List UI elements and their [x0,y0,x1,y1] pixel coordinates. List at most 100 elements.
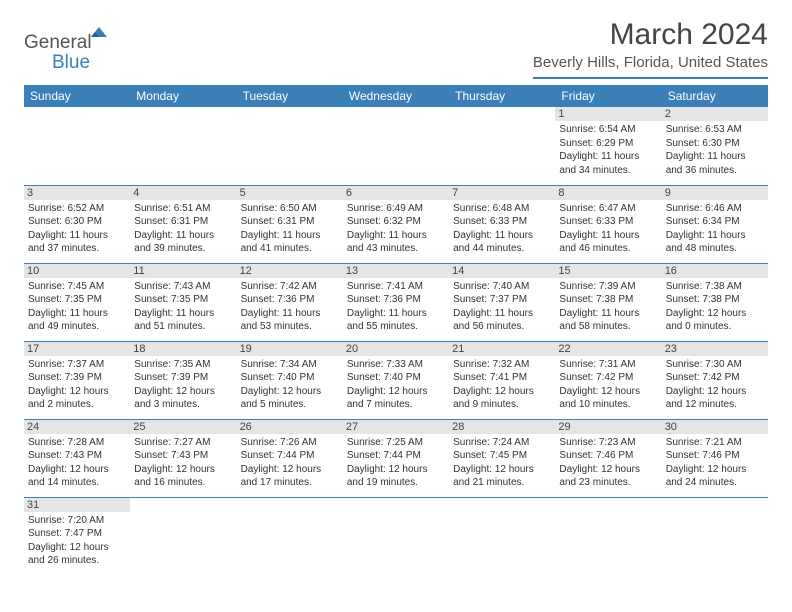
calendar-cell: 30 Sunrise: 7:21 AMSunset: 7:46 PMDayligh… [662,419,768,497]
day-detail: Sunrise: 7:35 AMSunset: 7:39 PMDaylight:… [134,358,232,412]
day-number: 20 [343,342,449,356]
day-number: 24 [24,420,130,434]
calendar-cell [555,497,661,575]
day-number: 28 [449,420,555,434]
day-number: 31 [24,498,130,512]
day-detail: Sunrise: 7:42 AMSunset: 7:36 PMDaylight:… [241,280,339,334]
day-number: 30 [662,420,768,434]
day-number: 16 [662,264,768,278]
day-number: 12 [237,264,343,278]
day-number: 4 [130,186,236,200]
day-detail: Sunrise: 6:53 AMSunset: 6:30 PMDaylight:… [666,123,764,177]
day-number: 14 [449,264,555,278]
day-detail: Sunrise: 7:32 AMSunset: 7:41 PMDaylight:… [453,358,551,412]
day-number: 10 [24,264,130,278]
calendar-cell: 20 Sunrise: 7:33 AMSunset: 7:40 PMDayligh… [343,341,449,419]
day-detail: Sunrise: 7:28 AMSunset: 7:43 PMDaylight:… [28,436,126,490]
day-detail: Sunrise: 7:20 AMSunset: 7:47 PMDaylight:… [28,514,126,568]
day-detail: Sunrise: 7:25 AMSunset: 7:44 PMDaylight:… [347,436,445,490]
day-number: 9 [662,186,768,200]
day-detail: Sunrise: 6:47 AMSunset: 6:33 PMDaylight:… [559,202,657,256]
calendar-cell: 29Sunrise: 7:23 AMSunset: 7:46 PMDayligh… [555,419,661,497]
weekday-header: Wednesday [343,85,449,107]
calendar-table: SundayMondayTuesdayWednesdayThursdayFrid… [24,85,768,575]
calendar-cell: 23 Sunrise: 7:30 AMSunset: 7:42 PMDayligh… [662,341,768,419]
day-detail: Sunrise: 6:54 AMSunset: 6:29 PMDaylight:… [559,123,657,177]
calendar-cell: 4 Sunrise: 6:51 AMSunset: 6:31 PMDaylight… [130,185,236,263]
calendar-cell [343,497,449,575]
calendar-cell: 5Sunrise: 6:50 AMSunset: 6:31 PMDaylight… [237,185,343,263]
calendar-cell: 12 Sunrise: 7:42 AMSunset: 7:36 PMDayligh… [237,263,343,341]
day-number: 17 [24,342,130,356]
calendar-cell [449,107,555,185]
calendar-cell [449,497,555,575]
weekday-header: Tuesday [237,85,343,107]
calendar-cell: 14 Sunrise: 7:40 AMSunset: 7:37 PMDayligh… [449,263,555,341]
day-detail: Sunrise: 7:45 AMSunset: 7:35 PMDaylight:… [28,280,126,334]
day-detail: Sunrise: 7:33 AMSunset: 7:40 PMDaylight:… [347,358,445,412]
day-number: 6 [343,186,449,200]
day-detail: Sunrise: 7:26 AMSunset: 7:44 PMDaylight:… [241,436,339,490]
logo-word1: General [24,32,92,53]
calendar-cell [237,107,343,185]
calendar-cell: 31 Sunrise: 7:20 AMSunset: 7:47 PMDayligh… [24,497,130,575]
calendar-cell: 7Sunrise: 6:48 AMSunset: 6:33 PMDaylight… [449,185,555,263]
calendar-cell: 26 Sunrise: 7:26 AMSunset: 7:44 PMDayligh… [237,419,343,497]
day-number: 15 [555,264,661,278]
weekday-header: Monday [130,85,236,107]
weekday-header: Sunday [24,85,130,107]
day-number: 7 [449,186,555,200]
flag-icon [89,23,109,43]
day-number: 21 [449,342,555,356]
day-detail: Sunrise: 7:34 AMSunset: 7:40 PMDaylight:… [241,358,339,412]
calendar-cell: 28 Sunrise: 7:24 AMSunset: 7:45 PMDayligh… [449,419,555,497]
day-detail: Sunrise: 6:52 AMSunset: 6:30 PMDaylight:… [28,202,126,256]
day-detail: Sunrise: 7:39 AMSunset: 7:38 PMDaylight:… [559,280,657,334]
day-detail: Sunrise: 7:40 AMSunset: 7:37 PMDaylight:… [453,280,551,334]
day-detail: Sunrise: 6:49 AMSunset: 6:32 PMDaylight:… [347,202,445,256]
calendar-cell [130,107,236,185]
calendar-cell [130,497,236,575]
day-number: 11 [130,264,236,278]
day-number: 5 [237,186,343,200]
calendar-cell [343,107,449,185]
day-detail: Sunrise: 7:27 AMSunset: 7:43 PMDaylight:… [134,436,232,490]
page-title: March 2024 [533,18,768,52]
title-block: March 2024 Beverly Hills, Florida, Unite… [533,18,768,79]
day-number: 1 [555,107,661,121]
calendar-cell: 16 Sunrise: 7:38 AMSunset: 7:38 PMDayligh… [662,263,768,341]
logo: General Blue [24,18,112,73]
day-detail: Sunrise: 7:21 AMSunset: 7:46 PMDaylight:… [666,436,764,490]
calendar-cell: 10 Sunrise: 7:45 AMSunset: 7:35 PMDayligh… [24,263,130,341]
weekday-header: Thursday [449,85,555,107]
calendar-body: 1 Sunrise: 6:54 AMSunset: 6:29 PMDaylight… [24,107,768,575]
day-detail: Sunrise: 7:30 AMSunset: 7:42 PMDaylight:… [666,358,764,412]
day-number: 3 [24,186,130,200]
day-number: 27 [343,420,449,434]
day-number: 29 [555,420,661,434]
day-detail: Sunrise: 7:38 AMSunset: 7:38 PMDaylight:… [666,280,764,334]
calendar-cell: 19 Sunrise: 7:34 AMSunset: 7:40 PMDayligh… [237,341,343,419]
day-detail: Sunrise: 7:24 AMSunset: 7:45 PMDaylight:… [453,436,551,490]
calendar-cell: 17 Sunrise: 7:37 AMSunset: 7:39 PMDayligh… [24,341,130,419]
weekday-header: Friday [555,85,661,107]
calendar-cell: 3 Sunrise: 6:52 AMSunset: 6:30 PMDaylight… [24,185,130,263]
calendar-cell: 2Sunrise: 6:53 AMSunset: 6:30 PMDaylight… [662,107,768,185]
logo-word2: Blue [24,52,90,73]
day-detail: Sunrise: 7:31 AMSunset: 7:42 PMDaylight:… [559,358,657,412]
header: General Blue March 2024 Beverly Hills, F… [24,18,768,79]
calendar-head: SundayMondayTuesdayWednesdayThursdayFrid… [24,85,768,107]
calendar-cell: 15 Sunrise: 7:39 AMSunset: 7:38 PMDayligh… [555,263,661,341]
calendar-cell [24,107,130,185]
day-number: 26 [237,420,343,434]
calendar-cell [662,497,768,575]
day-number: 8 [555,186,661,200]
day-number: 19 [237,342,343,356]
day-number: 23 [662,342,768,356]
day-number: 22 [555,342,661,356]
calendar-cell: 27 Sunrise: 7:25 AMSunset: 7:44 PMDayligh… [343,419,449,497]
calendar-cell: 25Sunrise: 7:27 AMSunset: 7:43 PMDayligh… [130,419,236,497]
day-detail: Sunrise: 7:37 AMSunset: 7:39 PMDaylight:… [28,358,126,412]
calendar-cell: 24 Sunrise: 7:28 AMSunset: 7:43 PMDayligh… [24,419,130,497]
day-detail: Sunrise: 6:51 AMSunset: 6:31 PMDaylight:… [134,202,232,256]
